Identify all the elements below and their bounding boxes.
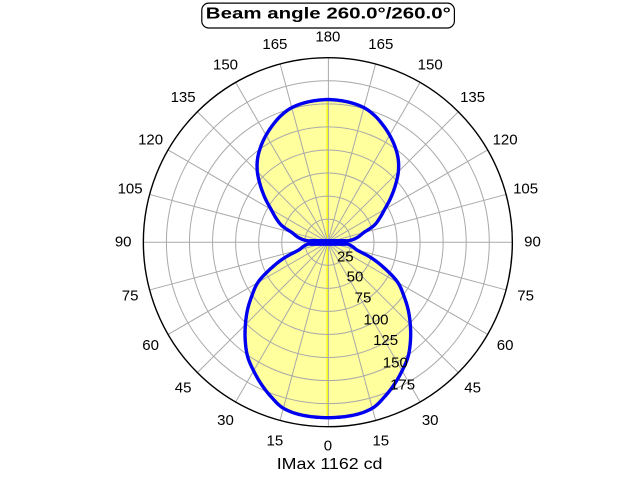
svg-text:175: 175 xyxy=(390,377,415,394)
svg-text:0: 0 xyxy=(324,437,332,454)
svg-text:100: 100 xyxy=(363,312,388,329)
svg-text:75: 75 xyxy=(122,288,139,305)
svg-text:120: 120 xyxy=(493,131,518,148)
svg-text:50: 50 xyxy=(347,268,364,285)
svg-text:165: 165 xyxy=(262,36,287,53)
svg-text:75: 75 xyxy=(355,289,372,306)
svg-text:135: 135 xyxy=(171,89,196,106)
svg-text:15: 15 xyxy=(372,432,389,449)
svg-text:IMax 1162 cd: IMax 1162 cd xyxy=(277,455,383,473)
svg-text:150: 150 xyxy=(418,56,443,73)
svg-text:30: 30 xyxy=(217,412,234,429)
svg-text:60: 60 xyxy=(497,337,514,354)
svg-text:60: 60 xyxy=(142,337,159,354)
svg-text:105: 105 xyxy=(118,181,143,198)
svg-text:165: 165 xyxy=(368,36,393,53)
svg-text:180: 180 xyxy=(315,29,340,46)
svg-text:15: 15 xyxy=(267,432,284,449)
svg-text:45: 45 xyxy=(464,379,481,396)
svg-text:150: 150 xyxy=(213,56,238,73)
svg-text:150: 150 xyxy=(383,355,408,372)
svg-text:75: 75 xyxy=(517,288,534,305)
svg-text:120: 120 xyxy=(138,131,163,148)
svg-text:90: 90 xyxy=(115,234,132,251)
svg-text:45: 45 xyxy=(175,379,192,396)
svg-text:125: 125 xyxy=(373,332,398,349)
svg-text:30: 30 xyxy=(422,412,439,429)
svg-text:90: 90 xyxy=(524,234,541,251)
svg-text:105: 105 xyxy=(513,181,538,198)
svg-text:135: 135 xyxy=(460,89,485,106)
svg-text:Beam angle 260.0°/260.0°: Beam angle 260.0°/260.0° xyxy=(206,4,451,22)
svg-text:25: 25 xyxy=(337,249,354,266)
